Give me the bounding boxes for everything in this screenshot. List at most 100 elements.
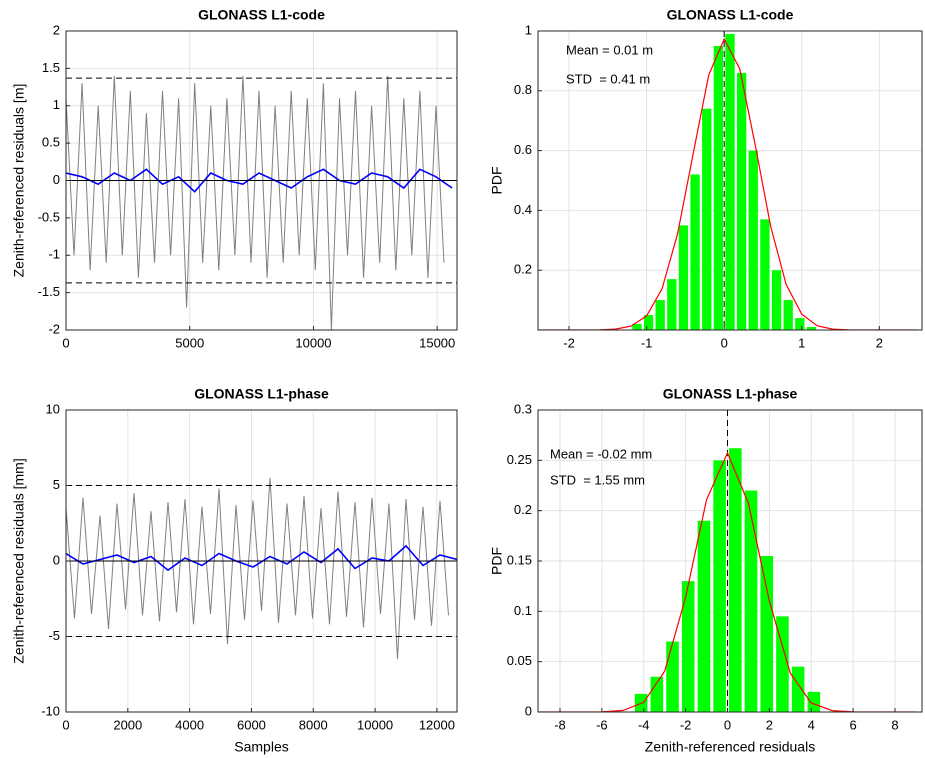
y-tick-label: 0.15 bbox=[507, 552, 532, 567]
histogram-bar bbox=[678, 225, 689, 330]
y-tick-label: 10 bbox=[46, 401, 60, 416]
histogram-bar bbox=[690, 174, 700, 330]
y-axis-label: Zenith-referenced residuals [mm] bbox=[11, 458, 27, 663]
histogram-bar bbox=[736, 72, 747, 330]
x-tick-label: 0 bbox=[724, 717, 731, 732]
x-tick-label: 8000 bbox=[299, 717, 328, 732]
x-tick-label: -6 bbox=[596, 717, 608, 732]
histogram-bar bbox=[632, 324, 642, 330]
y-axis-label: PDF bbox=[489, 547, 505, 575]
x-tick-label: 0 bbox=[62, 335, 69, 350]
y-tick-label: 1 bbox=[525, 22, 532, 37]
y-tick-label: 5 bbox=[53, 477, 60, 492]
x-tick-label: 0 bbox=[62, 717, 69, 732]
fit-curve bbox=[538, 451, 916, 712]
x-axis-label: Samples bbox=[234, 739, 288, 755]
annotation: Mean = 0.01 m bbox=[566, 42, 653, 57]
annotation: STD = 0.41 m bbox=[566, 71, 650, 86]
x-tick-label: 1 bbox=[798, 335, 805, 350]
histogram-bar bbox=[748, 150, 758, 330]
y-tick-label: 0.3 bbox=[514, 401, 532, 416]
chart-title: GLONASS L1-phase bbox=[194, 386, 329, 402]
plot-area bbox=[66, 31, 457, 330]
histogram-bar bbox=[666, 641, 679, 712]
x-tick-label: 5000 bbox=[175, 335, 204, 350]
x-tick-label: 8 bbox=[891, 717, 898, 732]
y-tick-label: 0.05 bbox=[507, 653, 532, 668]
annotation: Mean = -0.02 mm bbox=[550, 446, 652, 461]
x-tick-label: 2 bbox=[766, 717, 773, 732]
plot-area bbox=[538, 410, 922, 712]
y-tick-label: 0.2 bbox=[514, 262, 532, 277]
histogram-bar bbox=[725, 33, 735, 330]
chart-title: GLONASS L1-code bbox=[198, 7, 325, 23]
histogram-bar bbox=[697, 520, 711, 712]
y-tick-label: 2 bbox=[53, 22, 60, 37]
histogram-bar bbox=[783, 300, 793, 330]
y-tick-label: 0.1 bbox=[514, 603, 532, 618]
y-axis-label: PDF bbox=[489, 167, 505, 195]
x-tick-label: 2000 bbox=[113, 717, 142, 732]
y-tick-label: -10 bbox=[41, 703, 60, 718]
x-tick-label: 0 bbox=[721, 335, 728, 350]
plot-area bbox=[66, 410, 457, 712]
y-tick-label: 1.5 bbox=[42, 60, 60, 75]
histogram-bar bbox=[643, 315, 654, 330]
x-tick-label: 12000 bbox=[419, 717, 455, 732]
axes-frame bbox=[65, 30, 458, 331]
x-tick-label: 4 bbox=[808, 717, 815, 732]
histogram-bar bbox=[744, 490, 758, 712]
y-tick-label: -1 bbox=[48, 247, 60, 262]
x-tick-label: 4000 bbox=[175, 717, 204, 732]
fit-curve bbox=[538, 37, 919, 330]
x-tick-label: 6 bbox=[849, 717, 856, 732]
y-tick-label: 0.2 bbox=[514, 502, 532, 517]
x-tick-label: -2 bbox=[563, 335, 575, 350]
annotation: STD = 1.55 mm bbox=[550, 472, 645, 487]
axes-frame bbox=[537, 30, 923, 331]
histogram-bar bbox=[795, 318, 805, 330]
histogram-bar bbox=[776, 616, 789, 712]
x-tick-label: 10000 bbox=[357, 717, 393, 732]
y-tick-label: 0 bbox=[53, 552, 60, 567]
y-tick-label: 0.4 bbox=[514, 202, 532, 217]
histogram-bar bbox=[713, 45, 724, 330]
histogram-bar bbox=[729, 448, 742, 712]
y-tick-label: -2 bbox=[48, 321, 60, 336]
x-tick-label: 15000 bbox=[419, 335, 455, 350]
x-tick-label: -8 bbox=[554, 717, 566, 732]
x-axis-label: Zenith-referenced residuals bbox=[645, 739, 815, 755]
y-tick-label: 0.6 bbox=[514, 142, 532, 157]
plot-area bbox=[538, 31, 922, 330]
histogram-bar bbox=[667, 279, 677, 330]
y-tick-label: 0.8 bbox=[514, 82, 532, 97]
chart-title: GLONASS L1-phase bbox=[663, 386, 798, 402]
histogram-bar bbox=[650, 676, 664, 712]
series-line bbox=[66, 477, 449, 660]
x-tick-label: 10000 bbox=[295, 335, 331, 350]
histogram-bar bbox=[760, 555, 774, 712]
histogram-bar bbox=[806, 327, 817, 330]
y-tick-label: 0 bbox=[53, 172, 60, 187]
histogram-bar bbox=[655, 300, 665, 330]
histogram-bar bbox=[702, 108, 712, 330]
y-tick-label: -5 bbox=[48, 628, 60, 643]
x-tick-label: -2 bbox=[680, 717, 692, 732]
y-axis-label: Zenith-referenced residuals [m] bbox=[11, 84, 27, 278]
chart-title: GLONASS L1-code bbox=[667, 7, 794, 23]
y-tick-label: -0.5 bbox=[38, 209, 60, 224]
histogram-bar bbox=[771, 270, 782, 330]
y-tick-label: 1 bbox=[53, 97, 60, 112]
histogram-bar bbox=[681, 581, 695, 712]
axes-frame bbox=[65, 409, 458, 713]
histogram-bar bbox=[807, 691, 821, 712]
x-tick-label: 6000 bbox=[237, 717, 266, 732]
histogram-bar bbox=[713, 460, 726, 712]
x-tick-label: 2 bbox=[876, 335, 883, 350]
y-tick-label: 0.25 bbox=[507, 452, 532, 467]
x-tick-label: -1 bbox=[641, 335, 653, 350]
x-tick-label: -4 bbox=[638, 717, 650, 732]
histogram-bar bbox=[791, 666, 805, 712]
y-tick-label: 0 bbox=[525, 703, 532, 718]
